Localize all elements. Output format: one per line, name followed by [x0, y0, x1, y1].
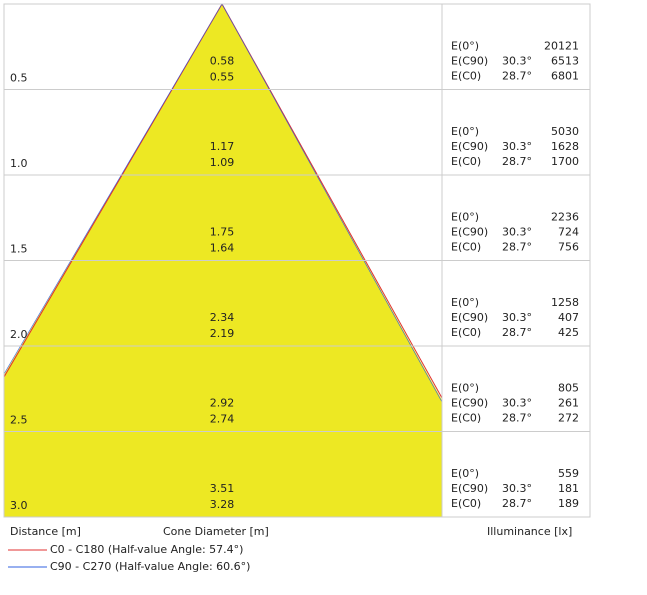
- distance: 2.0: [10, 328, 28, 341]
- e0-label: E(0°): [451, 467, 479, 480]
- angle-c0: 28.7°: [502, 497, 532, 510]
- angle-c90: 30.3°: [502, 226, 532, 239]
- ec0-value: 272: [558, 412, 579, 425]
- ec90-label: E(C90): [451, 311, 488, 324]
- distance: 1.0: [10, 157, 28, 170]
- ec0-label: E(C0): [451, 326, 481, 339]
- ec0-label: E(C0): [451, 412, 481, 425]
- ec0-value: 6801: [551, 70, 579, 83]
- c0-edge: [221, 3, 443, 399]
- angle-c90: 30.3°: [502, 482, 532, 495]
- ec0-label: E(C0): [451, 497, 481, 510]
- angle-c0: 28.7°: [502, 241, 532, 254]
- ec90-label: E(C90): [451, 226, 488, 239]
- angle-c0: 28.7°: [502, 412, 532, 425]
- ec0-label: E(C0): [451, 241, 481, 254]
- footer-distance: Distance [m]: [10, 525, 81, 538]
- ec90-value: 6513: [551, 55, 579, 68]
- diameter-c90: 2.92: [210, 397, 235, 410]
- e0-label: E(0°): [451, 40, 479, 53]
- distance: 0.5: [10, 72, 28, 85]
- diameter-c0: 0.55: [210, 71, 235, 84]
- ec90-value: 1628: [551, 140, 579, 153]
- diameter-c90: 3.51: [210, 482, 235, 495]
- ec0-value: 425: [558, 326, 579, 339]
- e0-value: 5030: [551, 125, 579, 138]
- e0-label: E(0°): [451, 296, 479, 309]
- e0-label: E(0°): [451, 382, 479, 395]
- ec90-label: E(C90): [451, 397, 488, 410]
- e0-value: 20121: [544, 40, 579, 53]
- angle-c90: 30.3°: [502, 311, 532, 324]
- ec90-label: E(C90): [451, 55, 488, 68]
- ec90-label: E(C90): [451, 140, 488, 153]
- diameter-c90: 0.58: [210, 55, 235, 68]
- angle-c0: 28.7°: [502, 155, 532, 168]
- diameter-c90: 1.75: [210, 226, 235, 239]
- angle-c0: 28.7°: [502, 70, 532, 83]
- distance: 3.0: [10, 499, 28, 512]
- distance: 1.5: [10, 243, 28, 256]
- ec0-label: E(C0): [451, 155, 481, 168]
- ec0-value: 1700: [551, 155, 579, 168]
- angle-c90: 30.3°: [502, 397, 532, 410]
- diameter-c0: 1.64: [210, 242, 235, 255]
- diameter-c0: 3.28: [210, 498, 235, 511]
- ec90-value: 407: [558, 311, 579, 324]
- diameter-c0: 2.74: [210, 413, 235, 426]
- diameter-c0: 2.19: [210, 327, 235, 340]
- legend-label: C0 - C180 (Half-value Angle: 57.4°): [50, 543, 243, 556]
- c90-edge: [221, 3, 443, 403]
- ec0-value: 756: [558, 241, 579, 254]
- footer-illuminance: Illuminance [lx]: [487, 525, 572, 538]
- ec90-label: E(C90): [451, 482, 488, 495]
- e0-value: 559: [558, 467, 579, 480]
- diameter-c0: 1.09: [210, 156, 235, 169]
- e0-value: 2236: [551, 211, 579, 224]
- footer-diameter: Cone Diameter [m]: [163, 525, 269, 538]
- e0-label: E(0°): [451, 211, 479, 224]
- diameter-c90: 1.17: [210, 140, 235, 153]
- ec0-value: 189: [558, 497, 579, 510]
- angle-c90: 30.3°: [502, 55, 532, 68]
- ec90-value: 261: [558, 397, 579, 410]
- ec90-value: 181: [558, 482, 579, 495]
- c90-edge: [3, 3, 223, 375]
- e0-value: 805: [558, 382, 579, 395]
- ec90-value: 724: [558, 226, 579, 239]
- distance: 2.5: [10, 414, 28, 427]
- legend-label: C90 - C270 (Half-value Angle: 60.6°): [50, 560, 250, 573]
- angle-c90: 30.3°: [502, 140, 532, 153]
- e0-label: E(0°): [451, 125, 479, 138]
- diameter-c90: 2.34: [210, 311, 235, 324]
- ec0-label: E(C0): [451, 70, 481, 83]
- angle-c0: 28.7°: [502, 326, 532, 339]
- e0-value: 1258: [551, 296, 579, 309]
